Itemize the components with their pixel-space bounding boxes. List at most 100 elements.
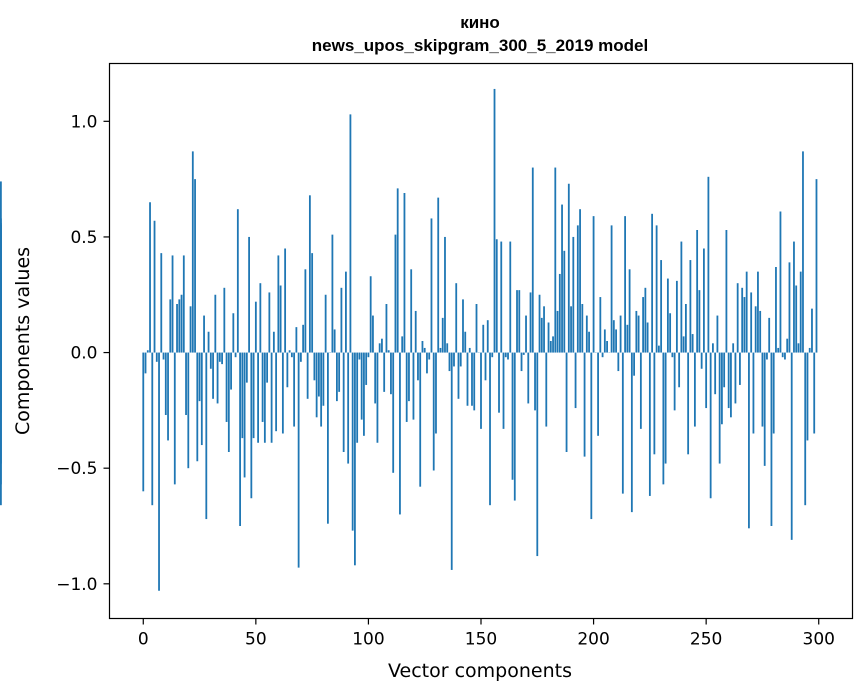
bar-100 [367,352,370,358]
bar-131 [437,197,440,353]
bar-270 [750,292,753,353]
bar-263 [734,352,737,404]
bar-27 [203,315,205,353]
bar-213 [621,352,624,494]
bar-283 [779,211,782,353]
bar-192 [574,352,577,409]
bar-157 [495,239,498,353]
bar-264 [736,283,739,353]
bar-159 [500,241,503,353]
bar-75 [311,253,314,353]
bar-43 [239,352,241,526]
bar-40 [232,313,235,353]
bar-116 [403,193,406,353]
bar-114 [399,352,401,515]
bar-275 [761,352,764,427]
bar-291 [797,343,800,353]
bar-34 [218,352,221,362]
bar-95 [356,352,359,443]
bar-123 [419,352,422,487]
bar-96 [358,352,361,360]
bar-233 [666,278,669,353]
bar-10 [164,352,167,415]
bar-62 [281,352,284,434]
bar-267 [743,297,746,353]
bar-169 [522,352,525,355]
bar-46 [245,352,248,383]
bar-154 [489,352,491,506]
bar-undefined [0,352,2,506]
bar-248 [700,352,703,369]
bar-20 [187,352,190,469]
y-axis-ticks: −1.0 −0.5 0.0 0.5 1.0 [56,112,110,595]
bar-235 [671,352,674,358]
bar-176 [538,294,541,353]
bar-247 [698,290,701,353]
bar-1 [144,352,147,374]
bar-108 [385,304,388,353]
bar-85 [333,329,336,353]
bar-24 [196,352,199,462]
bar-276 [763,352,766,466]
bar-15 [176,304,178,353]
bar-223 [644,287,647,353]
bar-187 [563,250,566,353]
bar-104 [376,352,379,443]
bar-124 [421,341,424,353]
y-tick-label: −1.0 [56,575,97,595]
bar-268 [745,271,748,353]
plot-area-frame [108,62,854,620]
bar-281 [775,267,777,353]
bar-210 [615,329,617,353]
bar-69 [297,352,300,568]
bar-155 [491,352,494,358]
bar-144 [466,352,469,406]
bar-127 [428,352,431,360]
bar-245 [693,352,696,427]
bar-279 [770,352,773,526]
bar-113 [396,188,399,353]
chart-subtitle: news_upos_skipgram_300_5_2019 model [312,36,648,55]
bar-92 [349,114,352,353]
bar-130 [435,352,437,434]
bar-218 [633,352,635,376]
bar-229 [657,345,660,353]
bar-167 [518,290,521,353]
bar-80 [322,352,325,406]
bar-250 [705,352,708,409]
bar-280 [772,352,775,434]
bar-50 [254,301,257,353]
bar-246 [696,230,699,353]
bar-133 [441,317,444,353]
bar-18 [182,255,185,353]
bar-195 [581,304,584,353]
bar-44 [241,352,244,439]
bar-120 [412,352,415,420]
bar-97 [360,352,363,420]
bar-139 [455,283,458,353]
bar-60 [277,255,280,353]
bar-35 [221,352,223,365]
bar-184 [556,310,559,353]
bar-200 [592,216,595,353]
bar-209 [612,320,615,353]
x-tick-label: 300 [803,630,835,650]
bar-74 [308,195,311,353]
bar-59 [275,352,278,432]
bar-217 [630,352,633,513]
bar-12 [169,299,172,353]
bar-232 [664,352,667,464]
bar-199 [590,352,593,520]
bar-255 [716,315,719,353]
y-axis-label: Components values [12,247,34,435]
bar-29 [207,331,210,353]
bar-122 [417,352,419,381]
bar-23 [194,179,196,353]
bar-261 [730,352,732,418]
bar-170 [525,315,527,353]
bar-94 [354,352,356,566]
bar-119 [410,269,413,353]
bar-156 [493,88,496,353]
bar-185 [558,273,561,353]
